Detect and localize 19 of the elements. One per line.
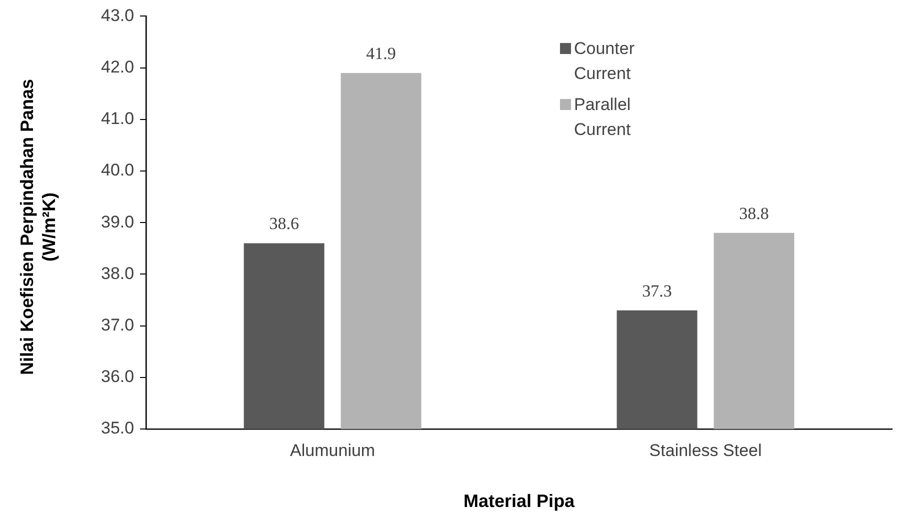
y-tick-label: 38.0 (100, 264, 134, 283)
y-tick-label: 36.0 (100, 367, 134, 386)
x-axis-title: Material Pipa (464, 491, 576, 512)
data-label: 38.8 (739, 204, 769, 223)
legend-label: Counter Current (574, 38, 636, 85)
y-tick-label: 43.0 (100, 6, 134, 25)
y-tick-label: 35.0 (100, 418, 134, 438)
y-axis-title: Nilai Koefisien Perpindahan Panas (W/m²K) (16, 78, 60, 378)
y-tick-label: 39.0 (100, 212, 134, 232)
y-tick-label: 37.0 (100, 315, 134, 334)
x-tick-label: Alumunium (290, 440, 376, 460)
data-label: 41.9 (366, 44, 396, 63)
y-tick-label: 41.0 (100, 109, 134, 128)
data-label: 38.6 (269, 214, 299, 234)
y-tick-label: 40.0 (100, 160, 134, 180)
legend-label: Parallel Current (574, 94, 632, 141)
data-label: 37.3 (642, 281, 672, 300)
y-tick-label: 42.0 (100, 57, 134, 76)
x-tick-label: Stainless Steel (649, 440, 762, 460)
